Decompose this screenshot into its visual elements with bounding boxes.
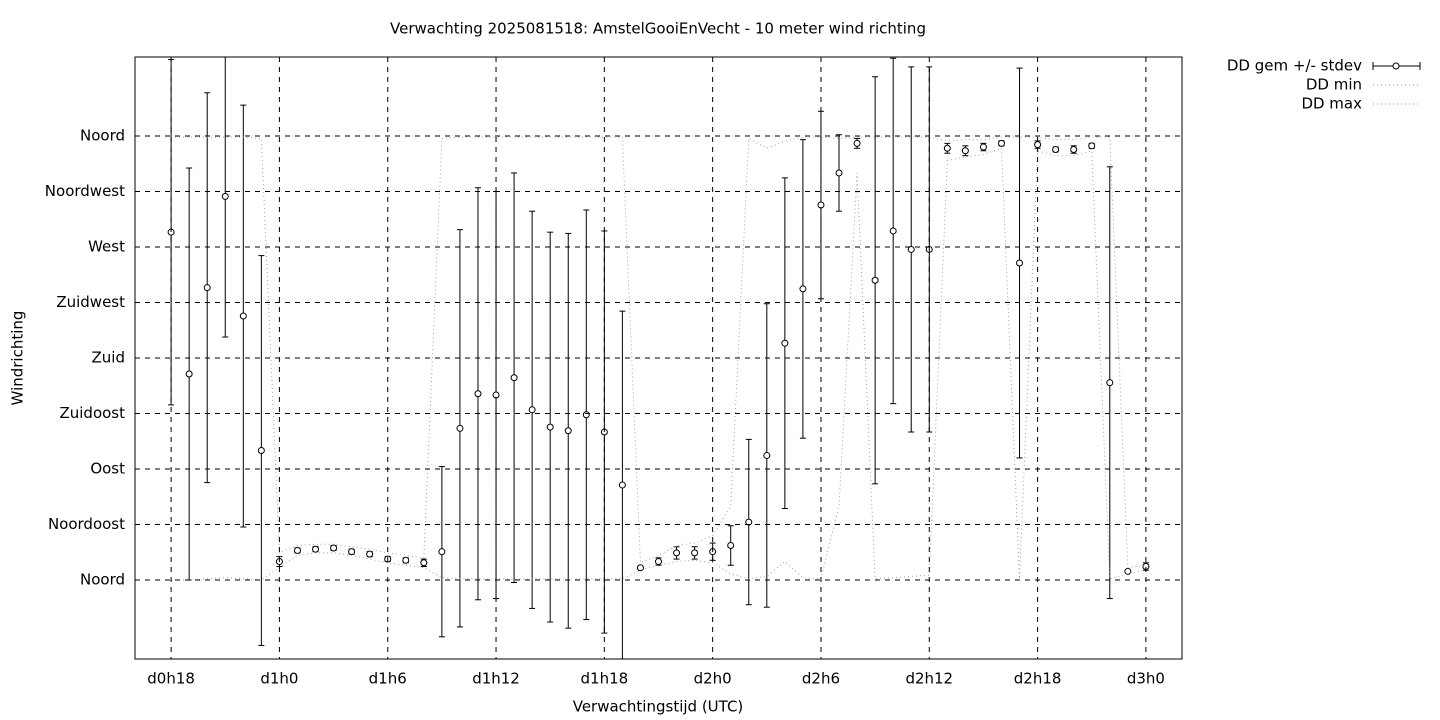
data-point <box>582 411 590 419</box>
y-tick-label: Zuidoost <box>59 404 125 422</box>
data-point <box>203 284 211 292</box>
data-point <box>763 451 771 459</box>
x-tick-label: d1h12 <box>472 670 520 688</box>
data-point <box>366 550 374 558</box>
data-point <box>691 549 699 557</box>
data-point <box>546 423 554 431</box>
y-tick-label: Noord <box>80 126 125 144</box>
data-point <box>221 192 229 200</box>
x-tick-label: d2h18 <box>1014 670 1062 688</box>
data-point <box>1034 141 1042 149</box>
data-point <box>889 227 897 235</box>
data-point <box>799 285 807 293</box>
data-point <box>239 312 247 320</box>
y-axis-label: Windrichting <box>9 311 27 406</box>
data-point <box>1052 146 1060 154</box>
x-tick-label: d0h18 <box>147 670 195 688</box>
data-point <box>673 549 681 557</box>
data-point <box>420 559 428 567</box>
data-point <box>402 556 410 564</box>
x-tick-label: d1h6 <box>369 670 407 688</box>
x-tick-label: d2h6 <box>802 670 840 688</box>
y-tick-label: Zuidwest <box>56 293 125 311</box>
plot-area <box>167 57 1150 659</box>
data-point <box>655 558 662 566</box>
data-point <box>1088 142 1096 150</box>
data-point <box>745 518 753 526</box>
y-tick-label: Noord <box>80 571 125 589</box>
x-axis-label: Verwachtingstijd (UTC) <box>573 698 744 716</box>
chart-title: Verwachting 2025081518: AmstelGooiEnVech… <box>390 20 926 38</box>
line-series <box>171 147 1147 581</box>
y-tick-label: Zuid <box>92 349 125 367</box>
data-point <box>907 245 915 253</box>
x-tick-label: d1h0 <box>260 670 298 688</box>
line-series <box>171 136 1146 569</box>
data-point <box>293 546 301 554</box>
data-point <box>257 447 265 455</box>
data-point <box>564 427 572 435</box>
data-point <box>853 139 861 147</box>
data-point <box>871 276 879 284</box>
x-tick-label: d2h12 <box>905 670 953 688</box>
data-point <box>1106 379 1114 387</box>
data-point <box>528 406 536 414</box>
y-tick-label: Oost <box>90 460 125 478</box>
x-tick-label: d2h0 <box>694 670 732 688</box>
data-point <box>961 147 969 155</box>
y-tick-label: West <box>88 237 125 255</box>
data-point <box>474 390 482 398</box>
data-point <box>312 545 320 553</box>
data-point <box>1070 146 1078 154</box>
data-point <box>727 542 735 550</box>
legend-swatch <box>1392 62 1400 70</box>
data-point <box>979 143 987 151</box>
x-tick-label: d3h0 <box>1127 670 1165 688</box>
data-point <box>997 139 1005 147</box>
data-point <box>636 564 644 572</box>
data-point <box>330 544 338 552</box>
data-point <box>510 374 518 382</box>
x-tick-label: d1h18 <box>581 670 629 688</box>
data-point <box>456 424 464 432</box>
data-point <box>438 548 446 556</box>
data-point <box>835 169 843 177</box>
data-point <box>781 339 789 347</box>
data-point <box>1016 259 1024 267</box>
legend-label: DD max <box>1301 95 1362 113</box>
y-tick-label: Noordwest <box>45 182 125 200</box>
data-point <box>618 481 626 489</box>
data-point <box>348 548 356 556</box>
data-point <box>943 144 951 152</box>
data-point <box>1124 567 1132 575</box>
legend-label: DD min <box>1306 76 1362 94</box>
y-tick-label: Noordoost <box>48 515 125 533</box>
data-point <box>185 370 193 378</box>
legend-label: DD gem +/- stdev <box>1227 57 1362 75</box>
